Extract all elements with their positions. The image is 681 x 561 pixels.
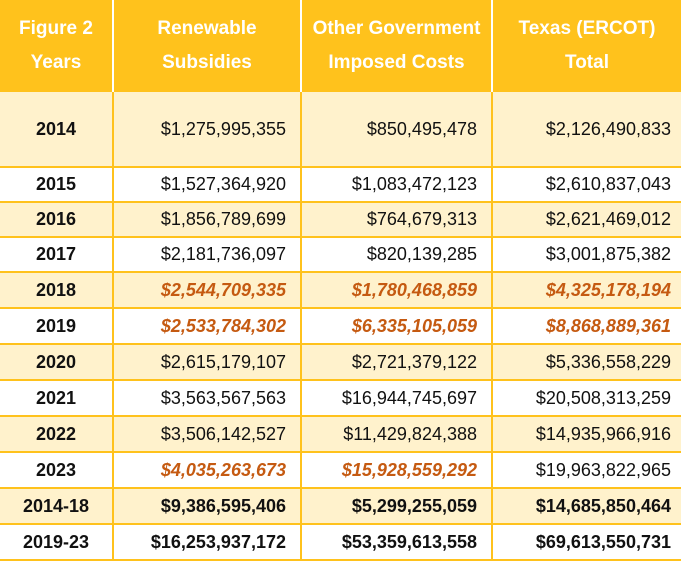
year-cell: 2015 [0, 167, 114, 203]
other-costs-cell-highlighted: $6,335,105,059 [301, 308, 493, 345]
table-row: 2014 $1,275,995,355 $850,495,478 $2,126,… [0, 92, 681, 168]
total-cell: $2,126,490,833 [492, 92, 681, 168]
header-years-line2: Years [30, 52, 82, 73]
year-cell: 2021 [0, 380, 114, 417]
table-row: 2019 $2,533,784,302 $6,335,105,059 $8,86… [0, 308, 681, 345]
total-cell: $14,935,966,916 [492, 416, 681, 453]
header-years: Figure 2 Years [0, 0, 114, 92]
year-cell: 2019 [0, 308, 114, 345]
table-row: 2020 $2,615,179,107 $2,721,379,122 $5,33… [0, 344, 681, 381]
other-costs-cell: $2,721,379,122 [301, 344, 493, 381]
header-ercot-total: Texas (ERCOT) Total [492, 0, 681, 92]
renewable-cell-highlighted: $2,533,784,302 [113, 308, 302, 345]
header-total-line2: Total [565, 52, 609, 73]
other-costs-total-cell: $53,359,613,558 [301, 524, 493, 561]
renewable-cell-highlighted: $4,035,263,673 [113, 452, 302, 489]
other-costs-cell: $764,679,313 [301, 202, 493, 238]
year-cell: 2018 [0, 272, 114, 309]
other-costs-cell: $850,495,478 [301, 92, 493, 168]
other-costs-total-cell: $5,299,255,059 [301, 488, 493, 525]
year-cell: 2023 [0, 452, 114, 489]
table-row: 2016 $1,856,789,699 $764,679,313 $2,621,… [0, 202, 681, 238]
header-other-government-costs: Other Government Imposed Costs [301, 0, 493, 92]
other-costs-cell: $11,429,824,388 [301, 416, 493, 453]
total-cell-highlighted: $4,325,178,194 [492, 272, 681, 309]
renewable-cell: $2,615,179,107 [113, 344, 302, 381]
other-costs-cell: $16,944,745,697 [301, 380, 493, 417]
header-row: Figure 2 Years Renewable Subsidies Other… [0, 0, 681, 92]
renewable-cell: $1,275,995,355 [113, 92, 302, 168]
total-cell: $2,621,469,012 [492, 202, 681, 238]
total-cell: $20,508,313,259 [492, 380, 681, 417]
total-cell-highlighted: $8,868,889,361 [492, 308, 681, 345]
year-cell: 2022 [0, 416, 114, 453]
summary-row: 2014-18 $9,386,595,406 $5,299,255,059 $1… [0, 488, 681, 525]
grand-total-cell: $69,613,550,731 [492, 524, 681, 561]
period-cell: 2019-23 [0, 524, 114, 561]
table-row: 2023 $4,035,263,673 $15,928,559,292 $19,… [0, 452, 681, 489]
other-costs-cell: $820,139,285 [301, 237, 493, 273]
renewable-total-cell: $9,386,595,406 [113, 488, 302, 525]
year-cell: 2014 [0, 92, 114, 168]
total-cell: $19,963,822,965 [492, 452, 681, 489]
period-cell: 2014-18 [0, 488, 114, 525]
header-years-line1: Figure 2 [19, 18, 93, 39]
header-renewable-line2: Subsidies [162, 52, 252, 73]
year-cell: 2020 [0, 344, 114, 381]
renewable-cell-highlighted: $2,544,709,335 [113, 272, 302, 309]
year-cell: 2017 [0, 237, 114, 273]
other-costs-cell-highlighted: $15,928,559,292 [301, 452, 493, 489]
table-row: 2022 $3,506,142,527 $11,429,824,388 $14,… [0, 416, 681, 453]
summary-row: 2019-23 $16,253,937,172 $53,359,613,558 … [0, 524, 681, 561]
year-cell: 2016 [0, 202, 114, 238]
other-costs-cell: $1,083,472,123 [301, 167, 493, 203]
grand-total-cell: $14,685,850,464 [492, 488, 681, 525]
total-cell: $2,610,837,043 [492, 167, 681, 203]
renewable-cell: $1,856,789,699 [113, 202, 302, 238]
total-cell: $5,336,558,229 [492, 344, 681, 381]
renewable-cell: $3,506,142,527 [113, 416, 302, 453]
renewable-cell: $1,527,364,920 [113, 167, 302, 203]
header-other-line2: Imposed Costs [328, 52, 465, 73]
total-cell: $3,001,875,382 [492, 237, 681, 273]
header-renewable-line1: Renewable [157, 18, 257, 39]
header-renewable-subsidies: Renewable Subsidies [113, 0, 302, 92]
renewable-cell: $2,181,736,097 [113, 237, 302, 273]
table-row: 2018 $2,544,709,335 $1,780,468,859 $4,32… [0, 272, 681, 309]
other-costs-cell-highlighted: $1,780,468,859 [301, 272, 493, 309]
table-row: 2015 $1,527,364,920 $1,083,472,123 $2,61… [0, 167, 681, 203]
renewable-total-cell: $16,253,937,172 [113, 524, 302, 561]
table-row: 2021 $3,563,567,563 $16,944,745,697 $20,… [0, 380, 681, 417]
renewable-cell: $3,563,567,563 [113, 380, 302, 417]
table-row: 2017 $2,181,736,097 $820,139,285 $3,001,… [0, 237, 681, 273]
header-other-line1: Other Government [312, 18, 481, 39]
header-total-line1: Texas (ERCOT) [518, 18, 656, 39]
